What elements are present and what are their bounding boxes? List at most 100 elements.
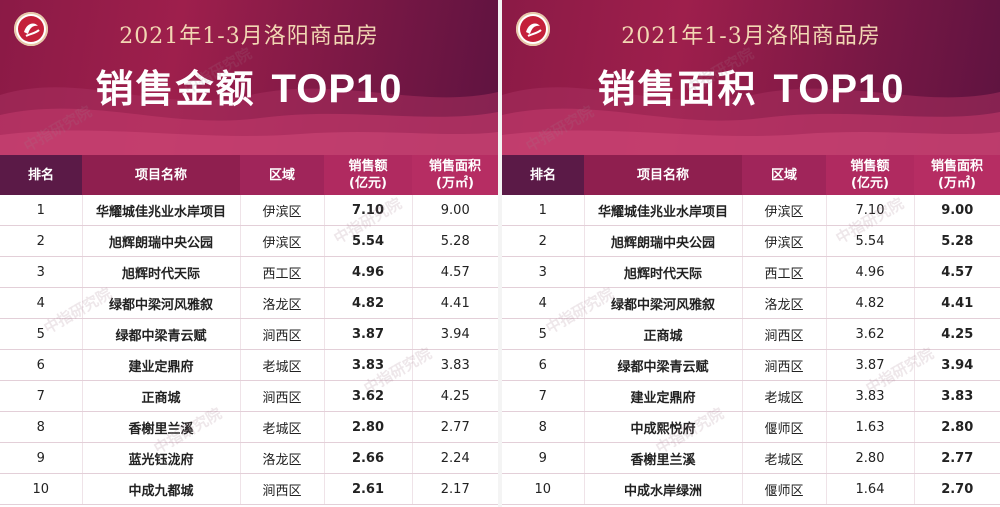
rank-cell: 2 <box>0 226 82 257</box>
report-title: 销售金额 TOP10 <box>0 58 498 113</box>
district-cell: 伊滨区 <box>742 195 826 226</box>
table-row: 10 中成九都城 涧西区 2.61 2.17 <box>0 474 498 505</box>
sales-area-panel: 2021年1-3月洛阳商品房 销售面积 TOP10 排名 项目名称 区域 销售额 (亿元) 销售… <box>502 0 1000 507</box>
rank-cell: 3 <box>0 257 82 288</box>
district-cell: 偃师区 <box>742 474 826 505</box>
table-row: 4 绿都中梁河风雅叙 洛龙区 4.82 4.41 <box>0 288 498 319</box>
project-name-cell: 中成水岸绿洲 <box>584 474 742 505</box>
sales-amount-cell: 2.80 <box>826 443 914 474</box>
sales-amount-cell: 4.82 <box>826 288 914 319</box>
title-chinese: 销售面积 <box>597 67 757 111</box>
sales-area-cell: 4.25 <box>914 319 1000 350</box>
header-sales-area: 销售面积 (万㎡) <box>412 155 498 195</box>
project-name-cell: 香榭里兰溪 <box>82 412 240 443</box>
rank-cell: 9 <box>0 443 82 474</box>
table-row: 9 蓝光钰泷府 洛龙区 2.66 2.24 <box>0 443 498 474</box>
header-project-name: 项目名称 <box>584 155 742 195</box>
sales-area-cell: 4.41 <box>914 288 1000 319</box>
table-header-row: 排名 项目名称 区域 销售额 (亿元) 销售面积 (万㎡) <box>502 155 1000 195</box>
project-name-cell: 绿都中梁青云赋 <box>82 319 240 350</box>
rank-cell: 6 <box>502 350 584 381</box>
header-district: 区域 <box>742 155 826 195</box>
table-row: 6 建业定鼎府 老城区 3.83 3.83 <box>0 350 498 381</box>
project-name-cell: 建业定鼎府 <box>82 350 240 381</box>
district-cell: 涧西区 <box>742 350 826 381</box>
header-sales-amount: 销售额 (亿元) <box>826 155 914 195</box>
rank-cell: 3 <box>502 257 584 288</box>
table-row: 6 绿都中梁青云赋 涧西区 3.87 3.94 <box>502 350 1000 381</box>
table-row: 3 旭辉时代天际 西工区 4.96 4.57 <box>502 257 1000 288</box>
header-sales-area-unit: (万㎡) <box>914 175 1000 192</box>
header-sales-area-unit: (万㎡) <box>412 175 498 192</box>
sales-area-cell: 9.00 <box>914 195 1000 226</box>
sales-area-cell: 3.94 <box>914 350 1000 381</box>
sales-area-cell: 4.57 <box>412 257 498 288</box>
sales-amount-panel: 2021年1-3月洛阳商品房 销售金额 TOP10 排名 项目名称 区域 销售额 (亿元) 销售… <box>0 0 498 507</box>
table-row: 7 正商城 涧西区 3.62 4.25 <box>0 381 498 412</box>
project-name-cell: 绿都中梁河风雅叙 <box>82 288 240 319</box>
rank-cell: 4 <box>0 288 82 319</box>
rank-cell: 8 <box>502 412 584 443</box>
sales-area-cell: 4.57 <box>914 257 1000 288</box>
district-cell: 西工区 <box>742 257 826 288</box>
table-row: 2 旭辉朗瑞中央公园 伊滨区 5.54 5.28 <box>502 226 1000 257</box>
sales-area-cell: 3.83 <box>914 381 1000 412</box>
sales-area-cell: 3.83 <box>412 350 498 381</box>
sales-amount-cell: 4.96 <box>324 257 412 288</box>
table-row: 3 旭辉时代天际 西工区 4.96 4.57 <box>0 257 498 288</box>
report-title: 销售面积 TOP10 <box>502 58 1000 113</box>
ranking-table: 排名 项目名称 区域 销售额 (亿元) 销售面积 (万㎡) 1 华耀城佳兆业水岸项目 伊滨区 7.1… <box>502 155 1000 505</box>
sales-amount-cell: 3.83 <box>324 350 412 381</box>
sales-area-cell: 2.80 <box>914 412 1000 443</box>
sales-amount-cell: 2.61 <box>324 474 412 505</box>
rank-cell: 4 <box>502 288 584 319</box>
table-row: 1 华耀城佳兆业水岸项目 伊滨区 7.10 9.00 <box>0 195 498 226</box>
project-name-cell: 旭辉朗瑞中央公园 <box>82 226 240 257</box>
sales-area-cell: 2.77 <box>914 443 1000 474</box>
district-cell: 洛龙区 <box>240 288 324 319</box>
sales-area-cell: 2.24 <box>412 443 498 474</box>
project-name-cell: 正商城 <box>82 381 240 412</box>
project-name-cell: 旭辉时代天际 <box>584 257 742 288</box>
project-name-cell: 中成九都城 <box>82 474 240 505</box>
ranking-table: 排名 项目名称 区域 销售额 (亿元) 销售面积 (万㎡) 1 华耀城佳兆业水岸项目 伊滨区 7.1… <box>0 155 498 505</box>
rank-cell: 7 <box>0 381 82 412</box>
sales-area-cell: 4.25 <box>412 381 498 412</box>
district-cell: 偃师区 <box>742 412 826 443</box>
sales-amount-cell: 5.54 <box>826 226 914 257</box>
sales-area-cell: 5.28 <box>412 226 498 257</box>
sales-amount-cell: 3.62 <box>826 319 914 350</box>
header-sales-amount-unit: (亿元) <box>826 175 914 192</box>
sales-amount-cell: 7.10 <box>324 195 412 226</box>
header-banner: 2021年1-3月洛阳商品房 销售面积 TOP10 <box>502 0 1000 155</box>
rank-cell: 5 <box>502 319 584 350</box>
sales-amount-cell: 5.54 <box>324 226 412 257</box>
title-top10: TOP10 <box>272 67 403 111</box>
sales-area-cell: 4.41 <box>412 288 498 319</box>
header-project-name: 项目名称 <box>82 155 240 195</box>
sales-amount-cell: 7.10 <box>826 195 914 226</box>
table-row: 5 正商城 涧西区 3.62 4.25 <box>502 319 1000 350</box>
table-row: 1 华耀城佳兆业水岸项目 伊滨区 7.10 9.00 <box>502 195 1000 226</box>
header-sales-amount-label: 销售额 <box>324 158 412 175</box>
sales-amount-cell: 3.87 <box>324 319 412 350</box>
project-name-cell: 中成熙悦府 <box>584 412 742 443</box>
table-row: 8 中成熙悦府 偃师区 1.63 2.80 <box>502 412 1000 443</box>
table-row: 5 绿都中梁青云赋 涧西区 3.87 3.94 <box>0 319 498 350</box>
rank-cell: 8 <box>0 412 82 443</box>
header-district: 区域 <box>240 155 324 195</box>
rank-cell: 9 <box>502 443 584 474</box>
sales-area-cell: 9.00 <box>412 195 498 226</box>
header-rank: 排名 <box>0 155 82 195</box>
title-chinese: 销售金额 <box>95 67 255 111</box>
project-name-cell: 华耀城佳兆业水岸项目 <box>82 195 240 226</box>
district-cell: 涧西区 <box>240 319 324 350</box>
sales-amount-cell: 4.82 <box>324 288 412 319</box>
sales-area-cell: 5.28 <box>914 226 1000 257</box>
project-name-cell: 建业定鼎府 <box>584 381 742 412</box>
rank-cell: 6 <box>0 350 82 381</box>
table-row: 2 旭辉朗瑞中央公园 伊滨区 5.54 5.28 <box>0 226 498 257</box>
table-header-row: 排名 项目名称 区域 销售额 (亿元) 销售面积 (万㎡) <box>0 155 498 195</box>
district-cell: 洛龙区 <box>742 288 826 319</box>
project-name-cell: 旭辉朗瑞中央公园 <box>584 226 742 257</box>
